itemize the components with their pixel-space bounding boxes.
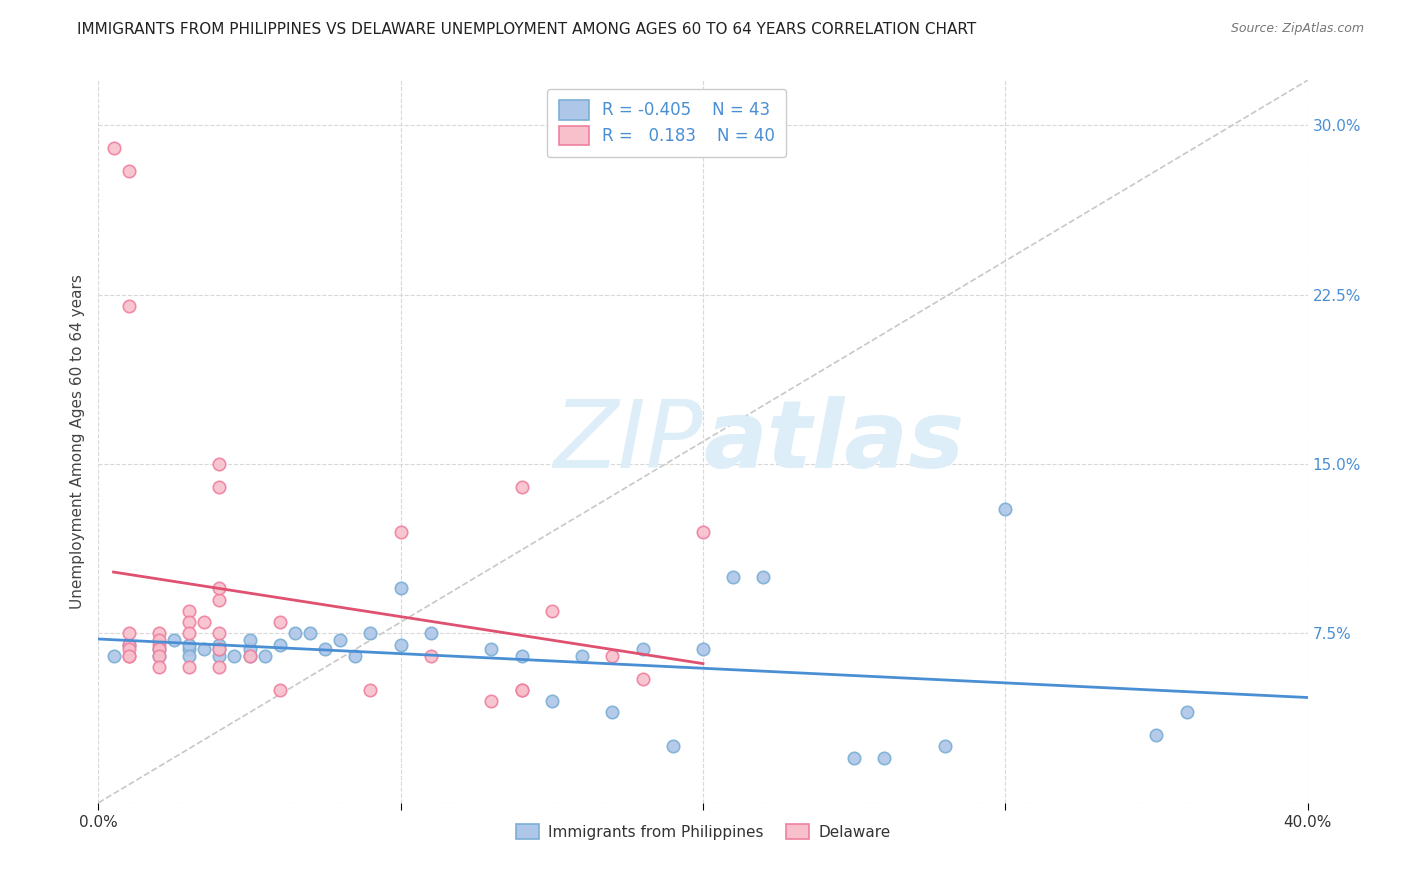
Point xyxy=(118,648,141,663)
Text: ZIP: ZIP xyxy=(554,396,703,487)
Point xyxy=(631,642,654,657)
Text: IMMIGRANTS FROM PHILIPPINES VS DELAWARE UNEMPLOYMENT AMONG AGES 60 TO 64 YEARS C: IMMIGRANTS FROM PHILIPPINES VS DELAWARE … xyxy=(77,22,977,37)
Point xyxy=(602,706,624,720)
Point xyxy=(179,626,201,640)
Point xyxy=(179,638,201,652)
Point xyxy=(692,524,714,539)
Point xyxy=(208,480,231,494)
Point xyxy=(148,648,170,663)
Point xyxy=(510,682,533,697)
Point xyxy=(208,592,231,607)
Point xyxy=(571,648,593,663)
Point xyxy=(510,480,533,494)
Point xyxy=(179,615,201,630)
Point xyxy=(148,642,170,657)
Legend: Immigrants from Philippines, Delaware: Immigrants from Philippines, Delaware xyxy=(509,818,897,846)
Point xyxy=(420,648,443,663)
Point xyxy=(723,570,745,584)
Y-axis label: Unemployment Among Ages 60 to 64 years: Unemployment Among Ages 60 to 64 years xyxy=(69,274,84,609)
Point xyxy=(239,648,262,663)
Point xyxy=(208,582,231,596)
Point xyxy=(1144,728,1167,742)
Point xyxy=(314,642,336,657)
Point xyxy=(208,626,231,640)
Point xyxy=(510,682,533,697)
Point xyxy=(481,642,503,657)
Point xyxy=(269,615,291,630)
Point xyxy=(118,626,141,640)
Point xyxy=(239,648,262,663)
Point xyxy=(208,660,231,674)
Point xyxy=(269,638,291,652)
Point xyxy=(994,502,1017,516)
Point xyxy=(148,626,170,640)
Point xyxy=(329,633,352,648)
Point xyxy=(208,642,231,657)
Point xyxy=(661,739,683,754)
Point xyxy=(179,648,201,663)
Point xyxy=(179,642,201,657)
Point xyxy=(103,141,125,155)
Point xyxy=(193,642,215,657)
Point xyxy=(844,750,866,764)
Point xyxy=(631,672,654,686)
Point xyxy=(540,694,562,708)
Point xyxy=(208,642,231,657)
Point xyxy=(239,642,262,657)
Point xyxy=(481,694,503,708)
Point xyxy=(540,604,562,618)
Point xyxy=(103,648,125,663)
Point xyxy=(752,570,775,584)
Point xyxy=(420,626,443,640)
Point xyxy=(118,638,141,652)
Point xyxy=(692,642,714,657)
Point xyxy=(284,626,307,640)
Point xyxy=(299,626,322,640)
Point xyxy=(360,626,382,640)
Point xyxy=(148,642,170,657)
Point xyxy=(148,638,170,652)
Point xyxy=(148,633,170,648)
Point xyxy=(389,638,412,652)
Point xyxy=(193,615,215,630)
Point xyxy=(224,648,246,663)
Point xyxy=(118,642,141,657)
Point xyxy=(873,750,896,764)
Point xyxy=(239,633,262,648)
Point xyxy=(208,648,231,663)
Point xyxy=(179,604,201,618)
Point xyxy=(148,648,170,663)
Point xyxy=(118,648,141,663)
Point xyxy=(389,524,412,539)
Point xyxy=(1175,706,1198,720)
Point xyxy=(163,633,186,648)
Point xyxy=(118,638,141,652)
Point xyxy=(602,648,624,663)
Point xyxy=(510,648,533,663)
Text: atlas: atlas xyxy=(703,395,965,488)
Point xyxy=(148,660,170,674)
Point xyxy=(118,299,141,313)
Point xyxy=(253,648,276,663)
Point xyxy=(344,648,367,663)
Point xyxy=(934,739,956,754)
Point xyxy=(118,163,141,178)
Point xyxy=(389,582,412,596)
Point xyxy=(269,682,291,697)
Point xyxy=(208,457,231,471)
Text: Source: ZipAtlas.com: Source: ZipAtlas.com xyxy=(1230,22,1364,36)
Point xyxy=(208,638,231,652)
Point xyxy=(360,682,382,697)
Point xyxy=(179,660,201,674)
